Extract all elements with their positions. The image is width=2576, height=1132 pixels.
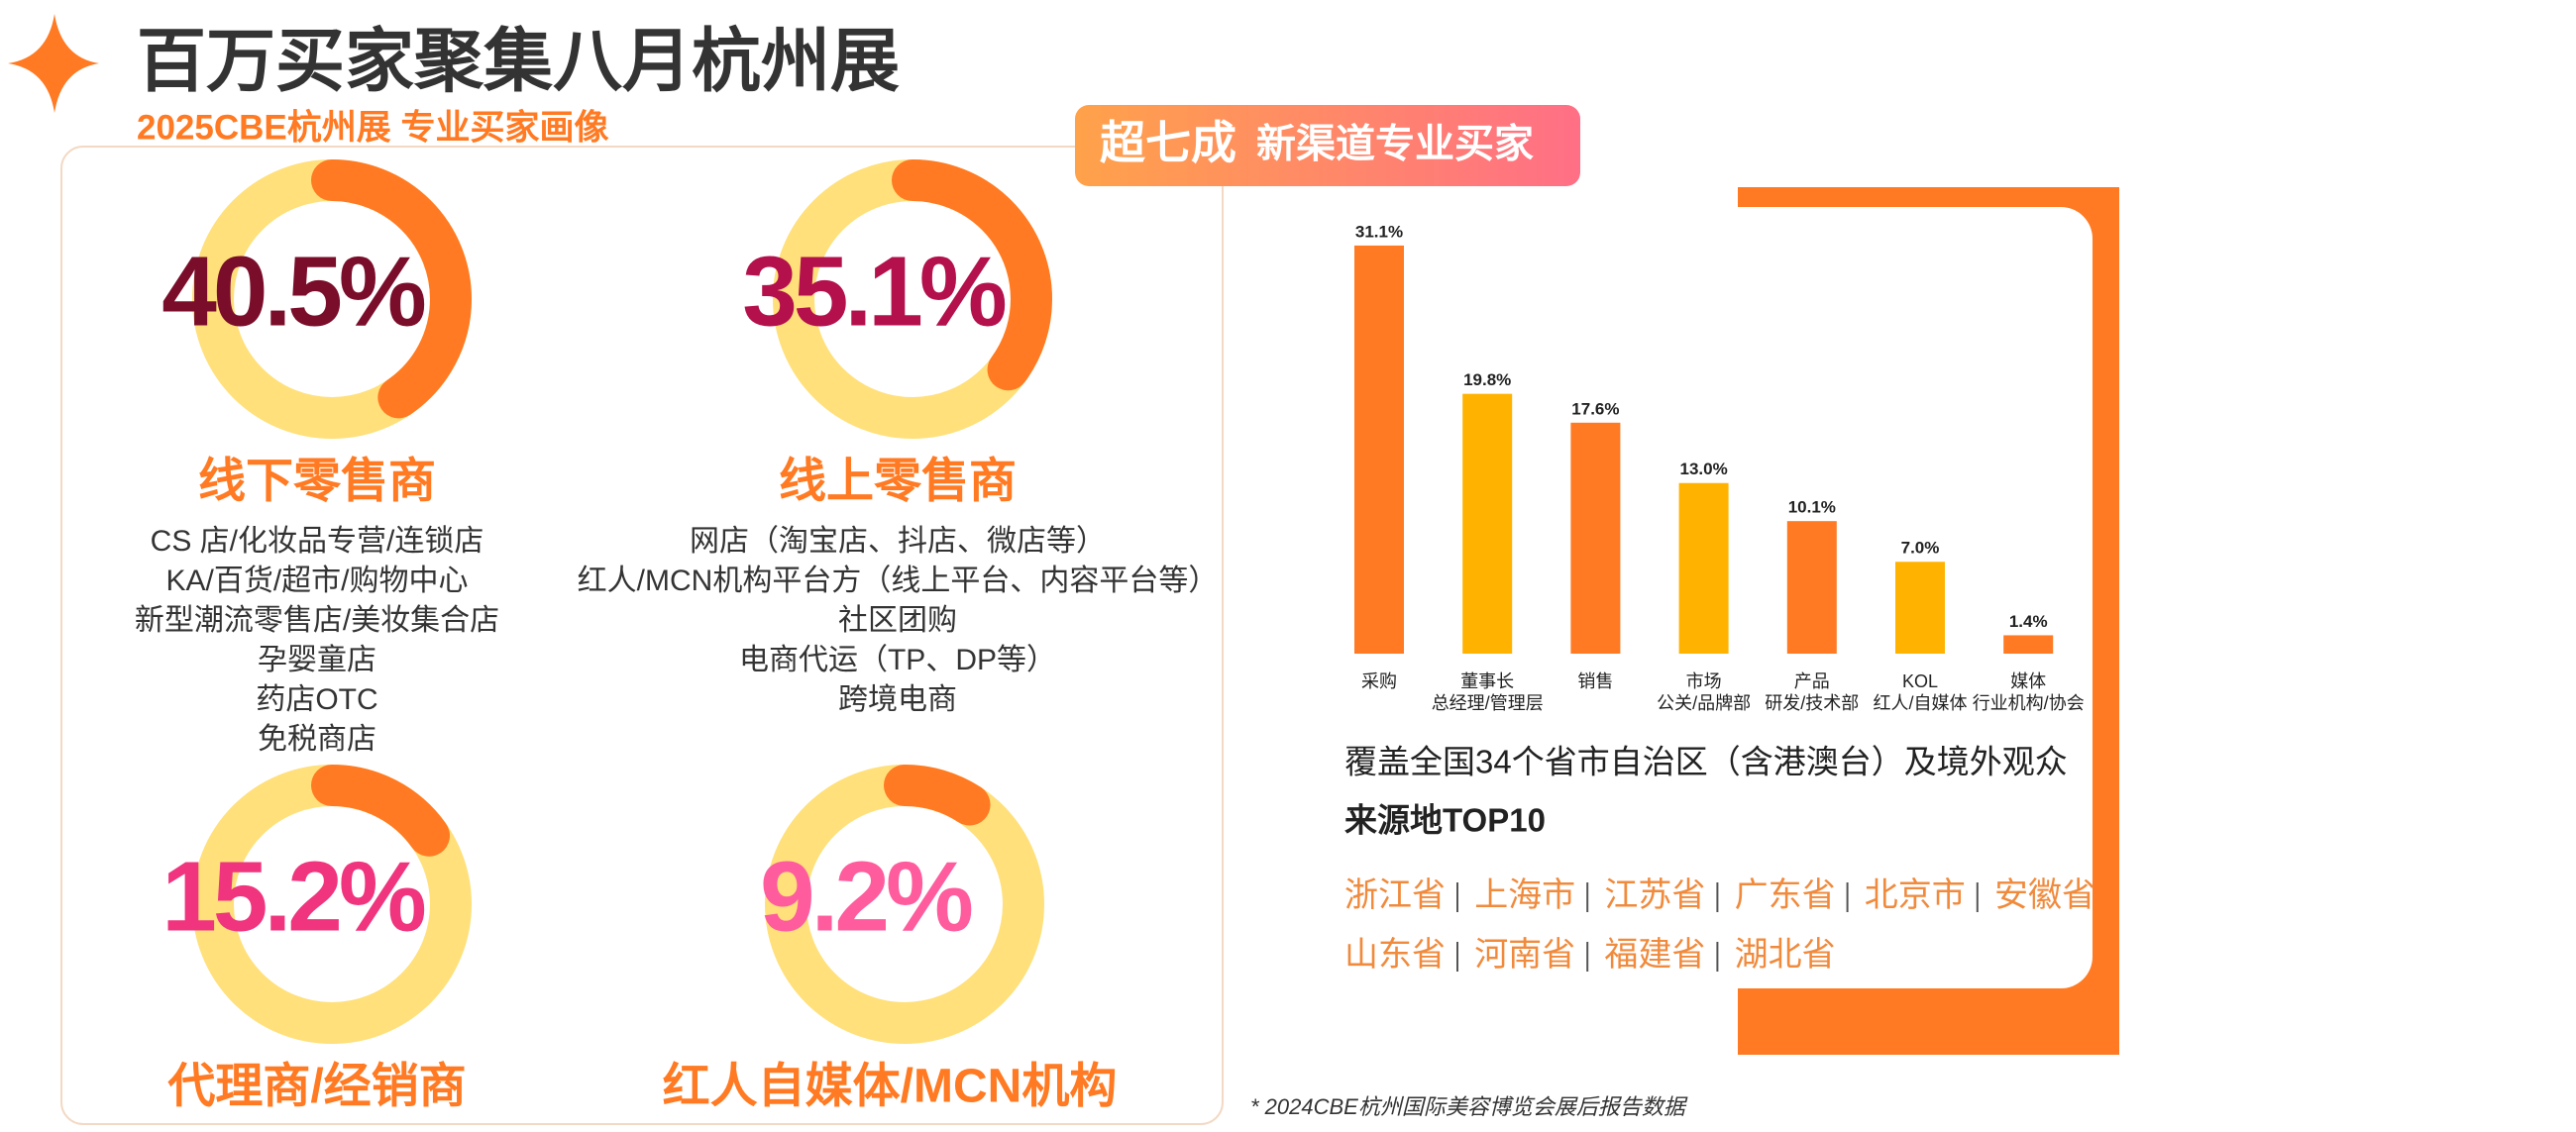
donut-item: 社区团购 xyxy=(838,604,957,637)
donut-value-label: 15.2% xyxy=(161,841,425,952)
x-tick-label: 董事长 xyxy=(1460,671,1514,691)
top10-item: 北京市 xyxy=(1865,876,1966,914)
bar-value-label: 7.0% xyxy=(1901,539,1940,558)
x-tick-label: 总经理/管理层 xyxy=(1432,693,1544,713)
top10-item: 江苏省 xyxy=(1604,876,1705,914)
donut-title: 红人自媒体/MCN机构 xyxy=(663,1061,1118,1113)
top10-item: 安徽省 xyxy=(1994,876,2095,914)
bar-value-label: 13.0% xyxy=(1679,460,1727,478)
x-tick-label: 研发/技术部 xyxy=(1765,693,1859,713)
x-tick-label: 产品 xyxy=(1794,671,1830,691)
left-panel xyxy=(60,146,1224,1125)
x-tick-label: 公关/品牌部 xyxy=(1657,693,1751,713)
bar xyxy=(2003,635,2054,654)
donut-value-label: 40.5% xyxy=(161,236,425,347)
page-subtitle: 2025CBE杭州展 专业买家画像 xyxy=(137,107,608,147)
footnote: * 2024CBE杭州国际美容博览会展后报告数据 xyxy=(1250,1094,1688,1119)
bar-value-label: 31.1% xyxy=(1355,222,1403,241)
donut-item: CS 店/化妆品专营/连锁店 xyxy=(151,525,484,558)
donut-value-label: 9.2% xyxy=(760,841,972,952)
top10-item: 广东省 xyxy=(1735,876,1836,914)
top10-title: 来源地TOP10 xyxy=(1344,802,1546,839)
badge-text: 新渠道专业买家 xyxy=(1256,123,1534,166)
x-tick-label: KOL xyxy=(1902,671,1938,691)
top10-item: 福建省 xyxy=(1604,936,1705,974)
bar xyxy=(1354,245,1404,655)
donut-item: 跨境电商 xyxy=(838,683,957,716)
bar-value-label: 19.8% xyxy=(1463,370,1511,389)
bar-value-label: 17.6% xyxy=(1571,399,1619,418)
page-title: 百万买家聚集八月杭州展 xyxy=(137,22,900,99)
badge-strong: 超七成 xyxy=(1100,117,1236,168)
bar xyxy=(1570,422,1621,654)
donut-item: 红人/MCN机构平台方（线上平台、内容平台等） xyxy=(578,565,1219,597)
donut-title: 代理商/经销商 xyxy=(166,1061,466,1113)
donut-title: 线下零售商 xyxy=(198,456,436,508)
donut-arc xyxy=(765,765,1044,1044)
top10-item: 山东省 xyxy=(1344,936,1446,974)
donut-value-label: 35.1% xyxy=(742,236,1006,347)
donut-item: 免税商店 xyxy=(258,723,376,756)
coverage-text: 覆盖全国34个省市自治区（含港澳台）及境外观众 xyxy=(1344,744,2068,780)
donut-item: 新型潮流零售店/美妆集合店 xyxy=(135,604,499,637)
x-tick-label: 市场 xyxy=(1686,671,1722,691)
bar xyxy=(1786,521,1837,654)
x-tick-label: 媒体 xyxy=(2010,671,2046,691)
donut-item: 网店（淘宝店、抖店、微店等） xyxy=(690,525,1106,558)
x-tick-label: 红人/自媒体 xyxy=(1873,693,1967,713)
bar-value-label: 1.4% xyxy=(2009,612,2048,631)
bar xyxy=(1462,393,1513,654)
x-tick-label: 销售 xyxy=(1577,671,1613,691)
donut-title: 线上零售商 xyxy=(779,456,1017,508)
donut-arc xyxy=(773,159,1052,439)
donut-arc xyxy=(192,765,472,1044)
top10-item: 河南省 xyxy=(1474,936,1575,974)
donut-item: KA/百货/超市/购物中心 xyxy=(165,565,468,597)
bar-value-label: 10.1% xyxy=(1788,498,1836,517)
donut-item: 药店OTC xyxy=(256,683,377,716)
top10-item: 浙江省 xyxy=(1344,876,1446,914)
donut-arc xyxy=(192,159,472,439)
x-tick-label: 行业机构/协会 xyxy=(1973,693,2085,713)
badge xyxy=(1075,105,1580,186)
top10-item: 湖北省 xyxy=(1735,936,1836,974)
donut-item: 孕婴童店 xyxy=(258,644,376,676)
bar xyxy=(1895,562,1945,654)
star-icon xyxy=(8,14,99,113)
donut-item: 电商代运（TP、DP等） xyxy=(739,644,1056,676)
x-tick-label: 采购 xyxy=(1361,671,1397,691)
top10-item: 上海市 xyxy=(1474,876,1575,914)
bar xyxy=(1678,482,1729,654)
